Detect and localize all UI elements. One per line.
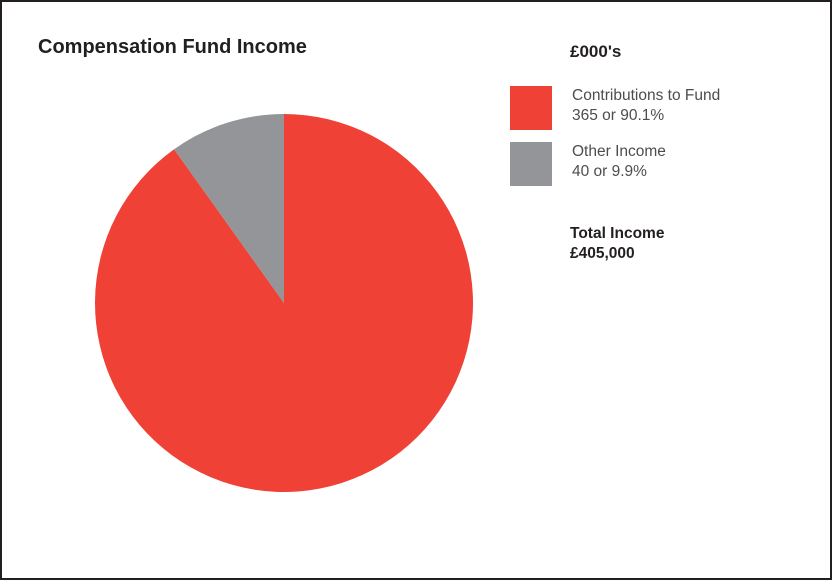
total-income-value: £405,000 [570,245,635,262]
legend-swatch-other-income [510,142,552,186]
total-income-label: Total Income [570,225,665,242]
pie-slice-other-income [174,114,284,303]
legend-value-contributions: 365 or 90.1% [572,107,665,124]
total-income: Total Income £405,000 [570,224,664,264]
pie-slices [94,114,473,493]
pie-slice-contributions [94,114,473,493]
units-label: £000's [570,42,622,61]
chart-title: Compensation Fund Income [38,36,307,58]
legend-value-other-income: 40 or 9.9% [572,163,647,180]
legend-label-other-income: Other Income [572,143,666,160]
legend-label-contributions: Contributions to Fund [572,87,721,104]
legend-swatch-contributions [510,86,552,130]
